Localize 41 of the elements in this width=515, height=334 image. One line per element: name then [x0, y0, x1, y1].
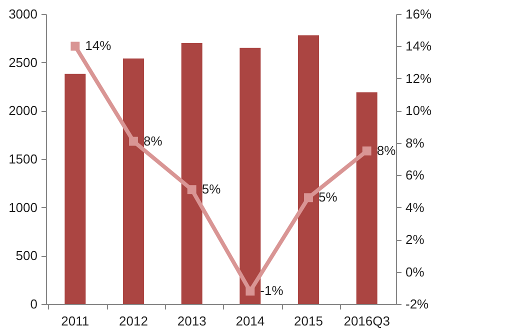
- y-tick-label: 2500: [8, 54, 38, 70]
- point: [129, 136, 138, 146]
- y2-tick-label: 4%: [406, 200, 425, 215]
- x-tick-label: 2013: [177, 314, 206, 328]
- bar: [298, 35, 319, 304]
- bar: [240, 48, 261, 304]
- y2-tick-label: 10%: [406, 103, 432, 118]
- bar: [181, 43, 202, 304]
- y2-tick-label: 8%: [406, 135, 425, 150]
- y2-tick-label: 16%: [406, 6, 432, 22]
- y2-tick-label: 12%: [406, 70, 432, 86]
- y2-tick-label: 6%: [406, 168, 425, 183]
- x-tick-label: 2015: [294, 314, 323, 328]
- point: [70, 42, 80, 51]
- x-tick-label: 2014: [236, 314, 265, 328]
- bar: [356, 92, 378, 304]
- y-tick-label: 3000: [8, 6, 38, 22]
- x-tick-label: 2016Q3: [344, 314, 390, 328]
- y-tick-label: 1000: [8, 200, 38, 215]
- data-label: 5%: [202, 182, 222, 197]
- data-label: -1%: [260, 283, 284, 298]
- data-label: 14%: [85, 38, 112, 54]
- bar: [123, 58, 144, 304]
- point: [246, 286, 255, 296]
- y2-tick-label: 2%: [406, 232, 425, 248]
- y-tick-label: 1500: [8, 152, 38, 166]
- y2-tick-label: 14%: [406, 38, 432, 54]
- x-tick-label: 2012: [119, 314, 148, 328]
- y-tick-label: 0: [30, 296, 38, 312]
- data-label: 8%: [144, 133, 163, 148]
- y2-tick-label: -2%: [406, 296, 430, 312]
- y2-tick-label: 0%: [406, 264, 425, 280]
- y-tick-label: 500: [16, 248, 38, 264]
- point: [304, 193, 313, 202]
- point: [187, 185, 196, 194]
- data-label: 5%: [318, 190, 338, 205]
- x-tick-label: 2011: [61, 314, 90, 328]
- bar: [64, 74, 86, 304]
- data-label: 8%: [376, 142, 396, 158]
- point: [362, 146, 372, 156]
- y-tick-label: 2000: [8, 103, 38, 118]
